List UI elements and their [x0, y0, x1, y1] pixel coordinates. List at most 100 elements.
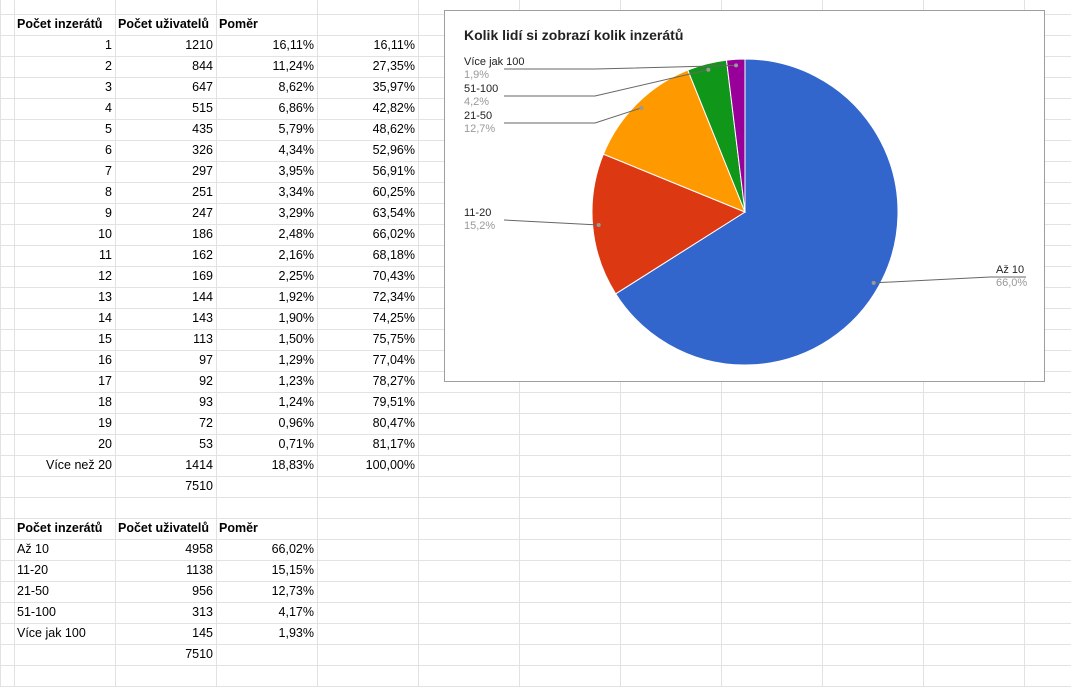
table-cell[interactable]: 1,50% [278, 332, 314, 346]
table-cell[interactable]: 297 [192, 164, 213, 178]
table-cell[interactable]: 1,93% [278, 626, 314, 640]
table-cell[interactable]: 56,91% [372, 164, 415, 178]
table-cell[interactable]: 1 [105, 38, 112, 52]
table-cell[interactable]: 515 [192, 101, 213, 115]
table-cell[interactable]: Více než 20 [45, 458, 112, 472]
table-cell[interactable]: 5 [105, 122, 112, 136]
table-cell[interactable]: 2,16% [278, 248, 314, 262]
table-cell[interactable]: 53 [199, 437, 213, 451]
table-cell[interactable]: 4,17% [278, 605, 314, 619]
table-cell[interactable]: 18 [98, 395, 112, 409]
table-cell[interactable]: 11,24% [272, 59, 314, 73]
column-header[interactable]: Poměr [219, 521, 258, 535]
table-cell[interactable]: 13 [98, 290, 112, 304]
table-cell[interactable]: 435 [192, 122, 213, 136]
table-cell[interactable]: 1,90% [278, 311, 314, 325]
table-cell[interactable]: 0,96% [278, 416, 314, 430]
table-cell[interactable]: 4,34% [278, 143, 314, 157]
table-cell[interactable]: 3 [105, 80, 112, 94]
table-cell[interactable]: 72 [199, 416, 213, 430]
table-cell[interactable]: 186 [192, 227, 213, 241]
table-cell[interactable]: 16,11% [373, 38, 415, 52]
pie-chart[interactable]: Kolik lidí si zobrazí kolik inzerátů Až … [444, 10, 1045, 382]
table-cell[interactable]: 844 [192, 59, 213, 73]
table-cell[interactable]: Až 10 [17, 542, 49, 556]
table-cell[interactable]: 3,95% [278, 164, 314, 178]
table-cell[interactable]: 74,25% [372, 311, 415, 325]
table-cell[interactable]: 10 [98, 227, 112, 241]
table-cell[interactable]: 2 [105, 59, 112, 73]
table-cell[interactable]: 1,29% [278, 353, 314, 367]
pie-slice[interactable] [591, 153, 747, 295]
table-cell[interactable]: 1414 [185, 458, 213, 472]
table-cell[interactable]: 27,35% [372, 59, 415, 73]
table-cell[interactable]: 0,71% [278, 437, 314, 451]
table-cell[interactable]: 77,04% [372, 353, 415, 367]
table-cell[interactable]: 1,24% [278, 395, 314, 409]
table-cell[interactable]: 17 [98, 374, 112, 388]
table-cell[interactable]: 92 [199, 374, 213, 388]
table-cell[interactable]: 7 [105, 164, 112, 178]
table-cell[interactable]: 8,62% [278, 80, 314, 94]
table-cell[interactable]: 100,00% [365, 458, 415, 472]
table-cell[interactable]: 4 [105, 101, 112, 115]
table-cell[interactable]: 113 [193, 332, 213, 346]
table-cell[interactable]: 15,15% [271, 563, 314, 577]
table-cell[interactable]: 79,51% [372, 395, 415, 409]
table-cell[interactable]: 6,86% [278, 101, 314, 115]
column-header[interactable]: Počet inzerátů [17, 17, 103, 31]
table-cell[interactable]: 4958 [185, 542, 213, 556]
table-cell[interactable]: 251 [192, 185, 213, 199]
total-cell[interactable]: 7510 [185, 647, 213, 661]
table-cell[interactable]: 326 [192, 143, 213, 157]
table-cell[interactable]: 68,18% [372, 248, 415, 262]
column-header[interactable]: Poměr [219, 17, 258, 31]
table-cell[interactable]: 9 [105, 206, 112, 220]
table-cell[interactable]: 6 [105, 143, 112, 157]
table-cell[interactable]: 144 [192, 290, 213, 304]
table-cell[interactable]: 42,82% [372, 101, 415, 115]
pie-slice[interactable] [725, 58, 746, 213]
table-cell[interactable]: 78,27% [372, 374, 415, 388]
table-cell[interactable]: 20 [98, 437, 112, 451]
table-cell[interactable]: 145 [192, 626, 213, 640]
table-cell[interactable]: 169 [192, 269, 213, 283]
table-cell[interactable]: 18,83% [271, 458, 314, 472]
table-cell[interactable]: 14 [98, 311, 112, 325]
table-cell[interactable]: 247 [192, 206, 213, 220]
total-cell[interactable]: 7510 [185, 479, 213, 493]
table-cell[interactable]: 60,25% [372, 185, 415, 199]
table-cell[interactable]: 1,23% [278, 374, 314, 388]
table-cell[interactable]: 19 [98, 416, 112, 430]
table-cell[interactable]: 647 [192, 80, 213, 94]
table-cell[interactable]: 72,34% [372, 290, 415, 304]
table-cell[interactable]: 956 [192, 584, 213, 598]
table-cell[interactable]: 48,62% [372, 122, 415, 136]
table-cell[interactable]: 313 [192, 605, 213, 619]
table-cell[interactable]: 11 [99, 248, 112, 262]
table-cell[interactable]: 1,92% [278, 290, 314, 304]
table-cell[interactable]: 66,02% [372, 227, 415, 241]
table-cell[interactable]: 52,96% [372, 143, 415, 157]
table-cell[interactable]: 97 [199, 353, 213, 367]
pie-slice[interactable] [602, 69, 746, 213]
table-cell[interactable]: 80,47% [372, 416, 415, 430]
table-cell[interactable]: 93 [199, 395, 213, 409]
pie-slice[interactable] [615, 58, 899, 366]
column-header[interactable]: Počet uživatelů [118, 521, 209, 535]
table-cell[interactable]: 11-20 [17, 563, 49, 577]
column-header[interactable]: Počet inzerátů [17, 521, 103, 535]
table-cell[interactable]: 143 [192, 311, 213, 325]
table-cell[interactable]: 66,02% [271, 542, 314, 556]
table-cell[interactable]: 16,11% [272, 38, 314, 52]
table-cell[interactable]: 12,73% [271, 584, 314, 598]
table-cell[interactable]: 75,75% [372, 332, 415, 346]
table-cell[interactable]: 162 [192, 248, 213, 262]
table-cell[interactable]: 1138 [186, 563, 213, 577]
column-header[interactable]: Počet uživatelů [118, 17, 209, 31]
table-cell[interactable]: 21-50 [17, 584, 49, 598]
table-cell[interactable]: 12 [98, 269, 112, 283]
table-cell[interactable]: 70,43% [372, 269, 415, 283]
table-cell[interactable]: 5,79% [278, 122, 314, 136]
table-cell[interactable]: 3,29% [278, 206, 314, 220]
